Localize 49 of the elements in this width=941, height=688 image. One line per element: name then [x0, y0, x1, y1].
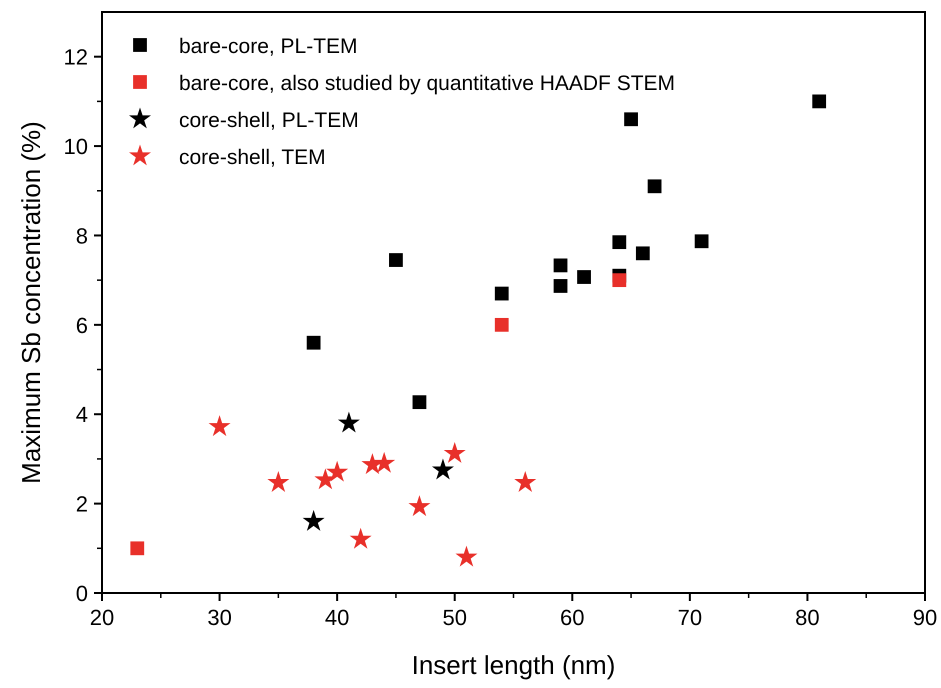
x-tick-label: 60	[560, 605, 585, 630]
point	[455, 546, 478, 567]
point	[612, 235, 626, 250]
point	[514, 471, 536, 492]
point	[648, 179, 662, 194]
point	[408, 495, 430, 516]
x-tick-label: 80	[795, 605, 820, 630]
y-tick-label: 10	[64, 134, 88, 160]
x-axis-title: Insert length (nm)	[412, 650, 616, 680]
point	[494, 286, 509, 300]
point	[326, 460, 348, 482]
y-tick-label: 2	[76, 492, 88, 517]
point	[554, 279, 568, 293]
x-tick-label: 30	[207, 605, 232, 630]
point	[306, 336, 321, 350]
y-tick-label: 6	[76, 312, 88, 338]
x-tick-label: 20	[90, 605, 114, 630]
point	[267, 471, 290, 492]
point	[812, 94, 826, 108]
point	[302, 510, 325, 531]
x-tick-label: 50	[442, 605, 467, 630]
point	[389, 253, 403, 267]
y-tick-label: 4	[76, 402, 88, 428]
point	[373, 452, 396, 473]
point	[636, 246, 650, 260]
legend-label: bare-core, PL-TEM	[179, 35, 358, 58]
point	[612, 273, 626, 288]
point	[444, 442, 466, 463]
point	[694, 234, 709, 248]
y-tick-label: 12	[64, 44, 88, 70]
point	[577, 270, 591, 284]
y-axis-title: Maximum Sb concentration (%)	[16, 121, 46, 484]
x-tick-label: 70	[678, 605, 702, 630]
legend-label: bare-core, also studied by quantitative HAADF STEM	[179, 72, 676, 95]
y-tick-label: 0	[76, 581, 88, 606]
legend-label: core-shell, PL-TEM	[179, 109, 359, 132]
x-tick-label: 90	[912, 605, 938, 630]
point	[554, 258, 568, 272]
point	[624, 112, 638, 126]
point	[130, 541, 144, 556]
x-tick-label: 40	[324, 605, 350, 630]
point	[208, 415, 231, 436]
point	[338, 412, 360, 433]
point	[350, 528, 372, 549]
point	[494, 318, 509, 332]
point	[412, 395, 426, 410]
point	[432, 458, 454, 480]
y-tick-label: 8	[76, 223, 88, 248]
legend-label: core-shell, TEM	[179, 146, 326, 169]
